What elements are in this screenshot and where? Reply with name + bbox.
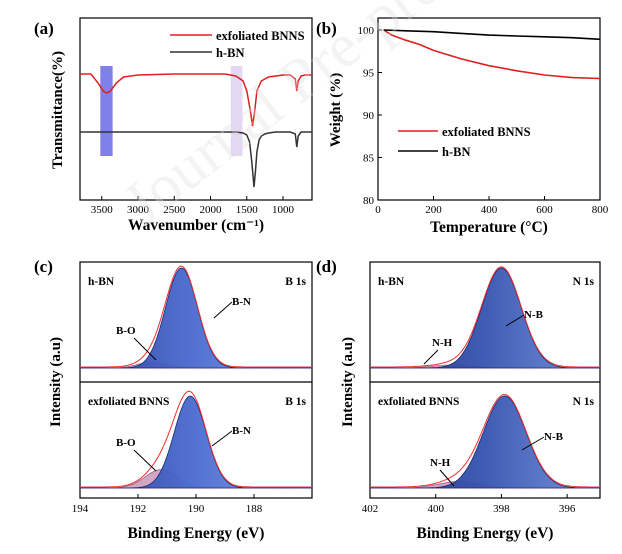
arrow-c-top-bn [213, 301, 233, 319]
tick-label-d-400: 400 [427, 503, 444, 515]
legend-label-exfoliated-b: exfoliated BNNS [442, 125, 531, 139]
annot-c-top-bo: B-O [116, 325, 136, 337]
annot-d-top-nb: N-B [524, 309, 544, 321]
legend-label-exfoliated: exfoliated BNNS [216, 29, 305, 43]
tick-label-b-y-85: 85 [363, 153, 375, 165]
tick-label-b-x-200: 200 [425, 204, 442, 216]
highlight-band-1 [100, 66, 113, 156]
panel-a-ylabel: Transmittance(%) [50, 51, 66, 169]
panel-d-bottom-sample: exfoliated BNNS [378, 396, 459, 408]
panel-c-top-sample: h-BN [88, 276, 115, 288]
tick-label-c-190: 190 [188, 503, 205, 515]
panel-c-label: (c) [34, 257, 53, 276]
panel-d-bottom-region: N 1s [573, 396, 595, 408]
tick-label-b-x-400: 400 [481, 204, 498, 216]
panel-a-frame [79, 17, 313, 201]
envelope-d-0 [370, 266, 600, 368]
arrow-d-bottom-nb [521, 436, 545, 451]
tick-label-a-1000: 1000 [272, 204, 295, 216]
panel-d-frame [369, 261, 601, 499]
tick-label-c-192: 192 [130, 503, 147, 515]
panel-b-label: (b) [316, 19, 337, 38]
tick-label-b-y-80: 80 [363, 195, 375, 207]
peak-d-1-n-b [370, 395, 600, 489]
panel-b: 0 200 400 600 800 80 85 90 95 100 exfoliated BNNS… [316, 17, 609, 236]
tick-label-d-396: 396 [559, 503, 576, 515]
series-line-a-hbn [80, 131, 312, 188]
peak-c-0-b-n [80, 267, 312, 369]
panel-c-bottom-region: B 1s [285, 396, 306, 408]
panel-c: 194 192 190 188 h-BN B 1s exfoliated BNNS B… [34, 257, 313, 542]
highlight-band-2 [230, 66, 243, 156]
annot-c-bottom-bn: B-N [232, 425, 251, 437]
envelope-d-1 [370, 394, 600, 488]
panel-b-frame [377, 17, 601, 201]
tick-label-b-y-90: 90 [363, 110, 375, 122]
panel-d-xlabel: Binding Energy (eV) [417, 525, 554, 542]
tick-label-a-1500: 1500 [236, 204, 259, 216]
annot-d-bottom-nh: N-H [430, 457, 451, 469]
panel-c-ylabel: Intensity (a.u) [48, 337, 64, 427]
panel-d: 402 400 398 396 h-BN N 1s exfoliated BNNS N… [316, 257, 601, 542]
arrow-c-bottom-bn [211, 430, 233, 447]
panel-c-xlabel: Binding Energy (eV) [128, 525, 265, 542]
watermark: Journal Pre-proof [110, 0, 495, 238]
arrow-d-top-nh [423, 349, 439, 365]
panel-a-xlabel: Wavenumber (cm⁻¹) [128, 217, 264, 234]
series-line-b-hbn [383, 29, 601, 41]
annot-d-top-nh: N-H [432, 337, 453, 349]
arrow-d-bottom-nh [439, 469, 455, 487]
series-line-b-exfoliated [383, 29, 601, 80]
panel-d-label: (d) [316, 257, 337, 276]
legend-label-hbn: h-BN [216, 46, 244, 60]
panel-c-top-region: B 1s [285, 276, 306, 288]
tick-label-d-402: 402 [362, 503, 379, 515]
annot-d-bottom-nb: N-B [544, 431, 564, 443]
arrow-c-top-bo [133, 337, 157, 361]
tick-label-b-y-100: 100 [358, 25, 375, 37]
peak-c-1-b-n [80, 395, 312, 489]
tick-label-c-194: 194 [72, 503, 89, 515]
envelope-c-1 [80, 390, 312, 488]
tick-label-b-y-95: 95 [363, 68, 375, 80]
panel-d-top-region: N 1s [573, 276, 595, 288]
tick-label-b-x-600: 600 [536, 204, 553, 216]
panel-c-bottom-sample: exfoliated BNNS [88, 396, 169, 408]
tick-label-d-398: 398 [493, 503, 510, 515]
tick-label-c-188: 188 [246, 503, 263, 515]
annot-c-top-bn: B-N [232, 296, 251, 308]
tick-label-b-x-800: 800 [592, 204, 609, 216]
annot-c-bottom-bo: B-O [116, 437, 136, 449]
panel-a-label: (a) [34, 19, 54, 38]
panel-a: 3500 3000 2500 2000 1500 1000 exfoliated BNNS… [34, 17, 313, 234]
envelope-c-0 [80, 265, 312, 368]
panel-b-legend: exfoliated BNNS h-BN [398, 125, 531, 159]
series-line-a-exfoliated [80, 73, 312, 127]
panel-d-top-sample: h-BN [378, 276, 405, 288]
tick-label-b-x-0: 0 [375, 204, 381, 216]
panel-a-legend: exfoliated BNNS h-BN [170, 29, 305, 60]
legend-label-hbn-b: h-BN [442, 145, 470, 159]
arrow-c-bottom-bo [133, 449, 157, 472]
tick-label-a-2000: 2000 [200, 204, 223, 216]
arrow-d-top-nb [505, 314, 525, 327]
tick-label-a-2500: 2500 [163, 204, 186, 216]
peak-d-0-n-b [370, 267, 600, 369]
tick-label-a-3000: 3000 [127, 204, 150, 216]
tick-label-a-3500: 3500 [91, 204, 114, 216]
panel-b-ylabel: Weight (%) [328, 73, 344, 148]
panel-b-xlabel: Temperature (°C) [430, 219, 548, 236]
panel-d-ylabel: Intensity (a.u) [340, 337, 356, 427]
